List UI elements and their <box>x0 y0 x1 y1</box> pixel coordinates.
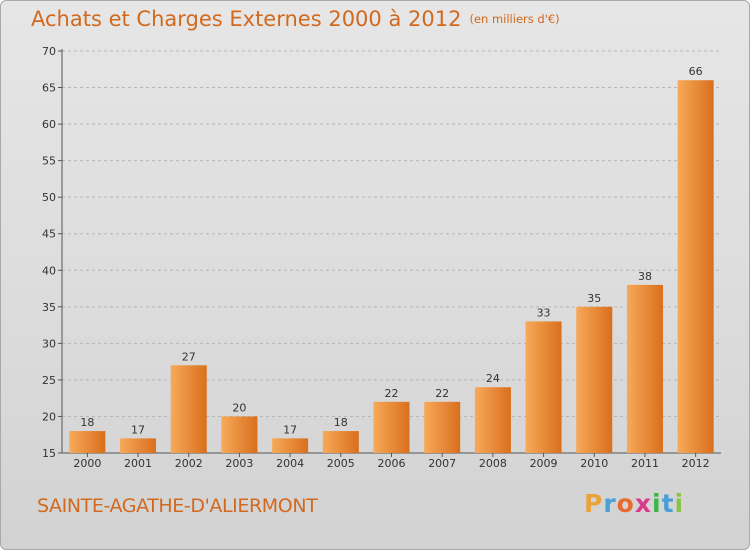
x-tick-label: 2002 <box>175 457 203 470</box>
value-label: 18 <box>334 416 348 429</box>
x-tick-label: 2012 <box>682 457 710 470</box>
bar <box>474 387 511 453</box>
value-label: 20 <box>232 401 246 414</box>
x-tick-label: 2010 <box>580 457 608 470</box>
y-tick-label: 60 <box>42 118 56 131</box>
value-label: 17 <box>131 423 145 436</box>
y-tick-label: 25 <box>42 374 56 387</box>
value-label: 17 <box>283 423 297 436</box>
y-tick-label: 55 <box>42 155 56 168</box>
logo-letter: r <box>603 489 617 518</box>
bar <box>170 365 207 453</box>
value-label: 33 <box>537 306 551 319</box>
value-label: 27 <box>182 350 196 363</box>
x-tick-label: 2005 <box>327 457 355 470</box>
x-tick-label: 2011 <box>631 457 659 470</box>
y-tick-label: 40 <box>42 264 56 277</box>
value-label: 22 <box>435 387 449 400</box>
bar <box>69 431 106 453</box>
title-row: Achats et Charges Externes 2000 à 2012 (e… <box>31 7 560 31</box>
bar <box>424 401 461 453</box>
y-tick-label: 50 <box>42 191 56 204</box>
chart-title: Achats et Charges Externes 2000 à 2012 <box>31 7 462 31</box>
value-label: 18 <box>80 416 94 429</box>
y-tick-label: 70 <box>42 45 56 58</box>
y-tick-label: 30 <box>42 337 56 350</box>
x-tick-label: 2008 <box>479 457 507 470</box>
x-tick-label: 2001 <box>124 457 152 470</box>
proxiti-logo[interactable]: Proxiti <box>584 489 684 518</box>
bars <box>69 80 714 454</box>
y-tick-label: 45 <box>42 228 56 241</box>
logo-letter: x <box>634 489 652 518</box>
y-tick-label: 65 <box>42 82 56 95</box>
bar <box>120 438 157 453</box>
bar <box>525 321 562 453</box>
logo-letter: P <box>584 489 604 518</box>
x-tick-label: 2004 <box>276 457 304 470</box>
x-tick-label: 2006 <box>378 457 406 470</box>
bar <box>221 416 258 453</box>
value-label: 38 <box>638 270 652 283</box>
logo-letter: i <box>674 489 685 518</box>
value-label: 24 <box>486 372 500 385</box>
value-label: 66 <box>689 65 703 78</box>
x-tick-label: 2009 <box>530 457 558 470</box>
x-tick-label: 2000 <box>73 457 101 470</box>
logo-letter: i <box>652 489 662 518</box>
bar <box>373 401 410 453</box>
logo-letter: o <box>616 489 635 518</box>
x-tick-label: 2007 <box>428 457 456 470</box>
value-label: 22 <box>385 387 399 400</box>
bar <box>677 80 714 454</box>
bar <box>626 284 663 453</box>
y-tick-label: 20 <box>42 410 56 423</box>
logo-letter: t <box>661 489 675 518</box>
bar <box>576 306 613 453</box>
grid-lines <box>62 50 721 417</box>
y-tick-label: 35 <box>42 301 56 314</box>
labels: 15 20 25 30 35 40 45 50 55 60 65 70 18 2000 17 2001 27 20… <box>42 45 710 470</box>
bar <box>272 438 309 453</box>
commune-name: SAINTE-AGATHE-D'ALIERMONT <box>37 495 318 517</box>
chart-unit: (en milliers d'€) <box>469 12 560 26</box>
value-label: 35 <box>587 292 601 305</box>
x-tick-label: 2003 <box>225 457 253 470</box>
y-tick-label: 15 <box>42 447 56 460</box>
bar <box>322 431 359 453</box>
